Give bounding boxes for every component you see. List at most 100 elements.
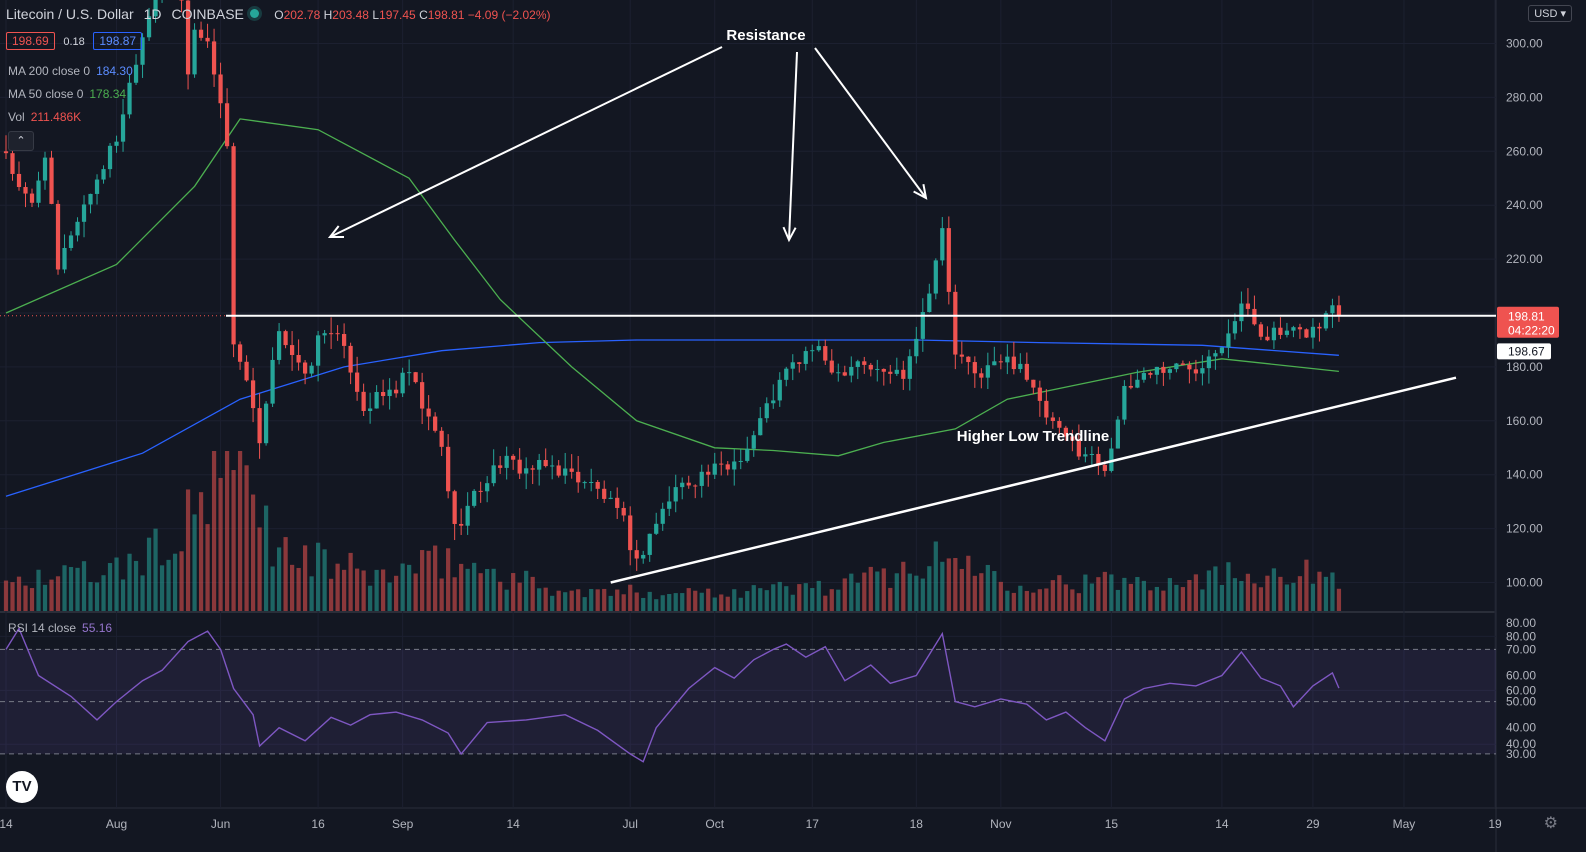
chevron-up-icon[interactable]: ⌃ (8, 131, 34, 151)
price-tick-label: 280.00 (1506, 90, 1543, 104)
volume-bar (907, 573, 912, 611)
candle-body (660, 508, 665, 524)
volume-bar (660, 595, 665, 611)
volume-bar (1297, 576, 1303, 611)
ma50-line (5, 118, 1339, 457)
volume-bar (985, 564, 990, 611)
volume-bar (1024, 590, 1029, 611)
volume-bar (1148, 590, 1153, 611)
time-tick-label: 14 (506, 817, 520, 831)
volume-bar (790, 594, 795, 611)
tradingview-logo[interactable]: TV (6, 771, 38, 803)
last-price-tag (1497, 306, 1559, 338)
time-tick-label: 15 (1105, 817, 1119, 831)
candle-body (257, 408, 262, 444)
volume-bar (133, 560, 139, 611)
candle-body (1018, 363, 1023, 370)
candle-body (1180, 363, 1186, 365)
volume-legend[interactable]: Vol 211.486K (8, 110, 81, 124)
ma50-legend[interactable]: MA 50 close 0 178.34 (8, 87, 126, 101)
volume-bar (894, 573, 899, 611)
candle-body (394, 389, 399, 394)
candle-body (1323, 313, 1329, 329)
volume-bar (1018, 585, 1023, 611)
candle-body (420, 382, 425, 409)
volume-bar (1284, 584, 1290, 611)
candle-body (342, 334, 347, 346)
volume-bar (263, 505, 269, 611)
candle-body (328, 333, 334, 335)
volume-bar (62, 565, 67, 611)
candle-body (101, 169, 106, 180)
volume-bar (309, 576, 314, 611)
volume-bar (16, 576, 22, 611)
volume-bar (237, 451, 243, 611)
sell-price[interactable]: 198.69 (6, 32, 55, 50)
volume-bar (348, 552, 353, 611)
volume-bar (1239, 580, 1244, 611)
candle-body (289, 345, 295, 356)
ma200-legend[interactable]: MA 200 close 0 184.30 (8, 64, 133, 78)
buy-price[interactable]: 198.87 (93, 32, 143, 50)
annotation-arrow (788, 51, 798, 241)
candle-body (16, 173, 22, 188)
candle-body (615, 497, 620, 508)
rsi-legend[interactable]: RSI 14 close 55.16 (8, 621, 112, 635)
resistance-label: Resistance (726, 27, 805, 44)
rsi-tick-label: 50.00 (1506, 695, 1536, 709)
volume-bar (933, 541, 938, 611)
candle-body (88, 193, 93, 205)
volume-bar (927, 566, 932, 611)
candle-body (868, 364, 873, 370)
high-value: 203.48 (332, 8, 369, 22)
gear-icon[interactable]: ⚙ (1543, 815, 1558, 832)
candle-body (498, 465, 503, 468)
candle-body (829, 360, 834, 373)
volume-bar (1187, 579, 1192, 611)
volume-bar (1044, 588, 1049, 611)
volume-bar (530, 576, 535, 611)
volume-bar (355, 568, 360, 611)
volume-bar (166, 559, 171, 611)
time-tick-label: Jun (211, 817, 230, 831)
candle-body (1200, 368, 1205, 374)
candle-body (381, 392, 386, 397)
spread-value: 0.18 (63, 36, 85, 48)
rsi-line (5, 626, 1340, 763)
candle-body (153, 0, 158, 17)
volume-bar (1141, 580, 1146, 611)
candle-body (732, 461, 737, 470)
candle-body (296, 355, 301, 363)
volume-bar (302, 545, 308, 611)
volume-bar (777, 581, 782, 611)
interval-label[interactable]: 1D (143, 6, 162, 22)
candle-body (1187, 364, 1192, 370)
candle-body (198, 29, 204, 38)
candle-body (862, 361, 867, 365)
volume-bar (114, 557, 119, 611)
price-tick-label: 100.00 (1506, 576, 1543, 590)
volume-bar (250, 494, 256, 611)
volume-bar (1291, 582, 1296, 611)
candle-body (654, 523, 659, 534)
currency-button[interactable]: USD ▾ (1528, 5, 1572, 22)
volume-bar (68, 567, 74, 611)
candle-body (1278, 327, 1283, 335)
candle-body (1232, 321, 1238, 334)
volume-bar (159, 565, 165, 611)
candle-body (517, 459, 522, 474)
symbol-name[interactable]: Litecoin / U.S. Dollar (6, 6, 134, 22)
volume-bar (920, 578, 925, 611)
candle-body (758, 418, 763, 436)
candle-body (361, 391, 366, 411)
volume-bar (101, 575, 106, 611)
volume-bar (1063, 584, 1068, 611)
volume-bar (185, 489, 191, 611)
candle-body (569, 468, 574, 472)
candle-body (10, 153, 15, 174)
rsi-plot (5, 626, 1340, 763)
candle-body (1297, 327, 1303, 330)
candle-body (699, 471, 704, 486)
volume-bar (680, 593, 685, 611)
